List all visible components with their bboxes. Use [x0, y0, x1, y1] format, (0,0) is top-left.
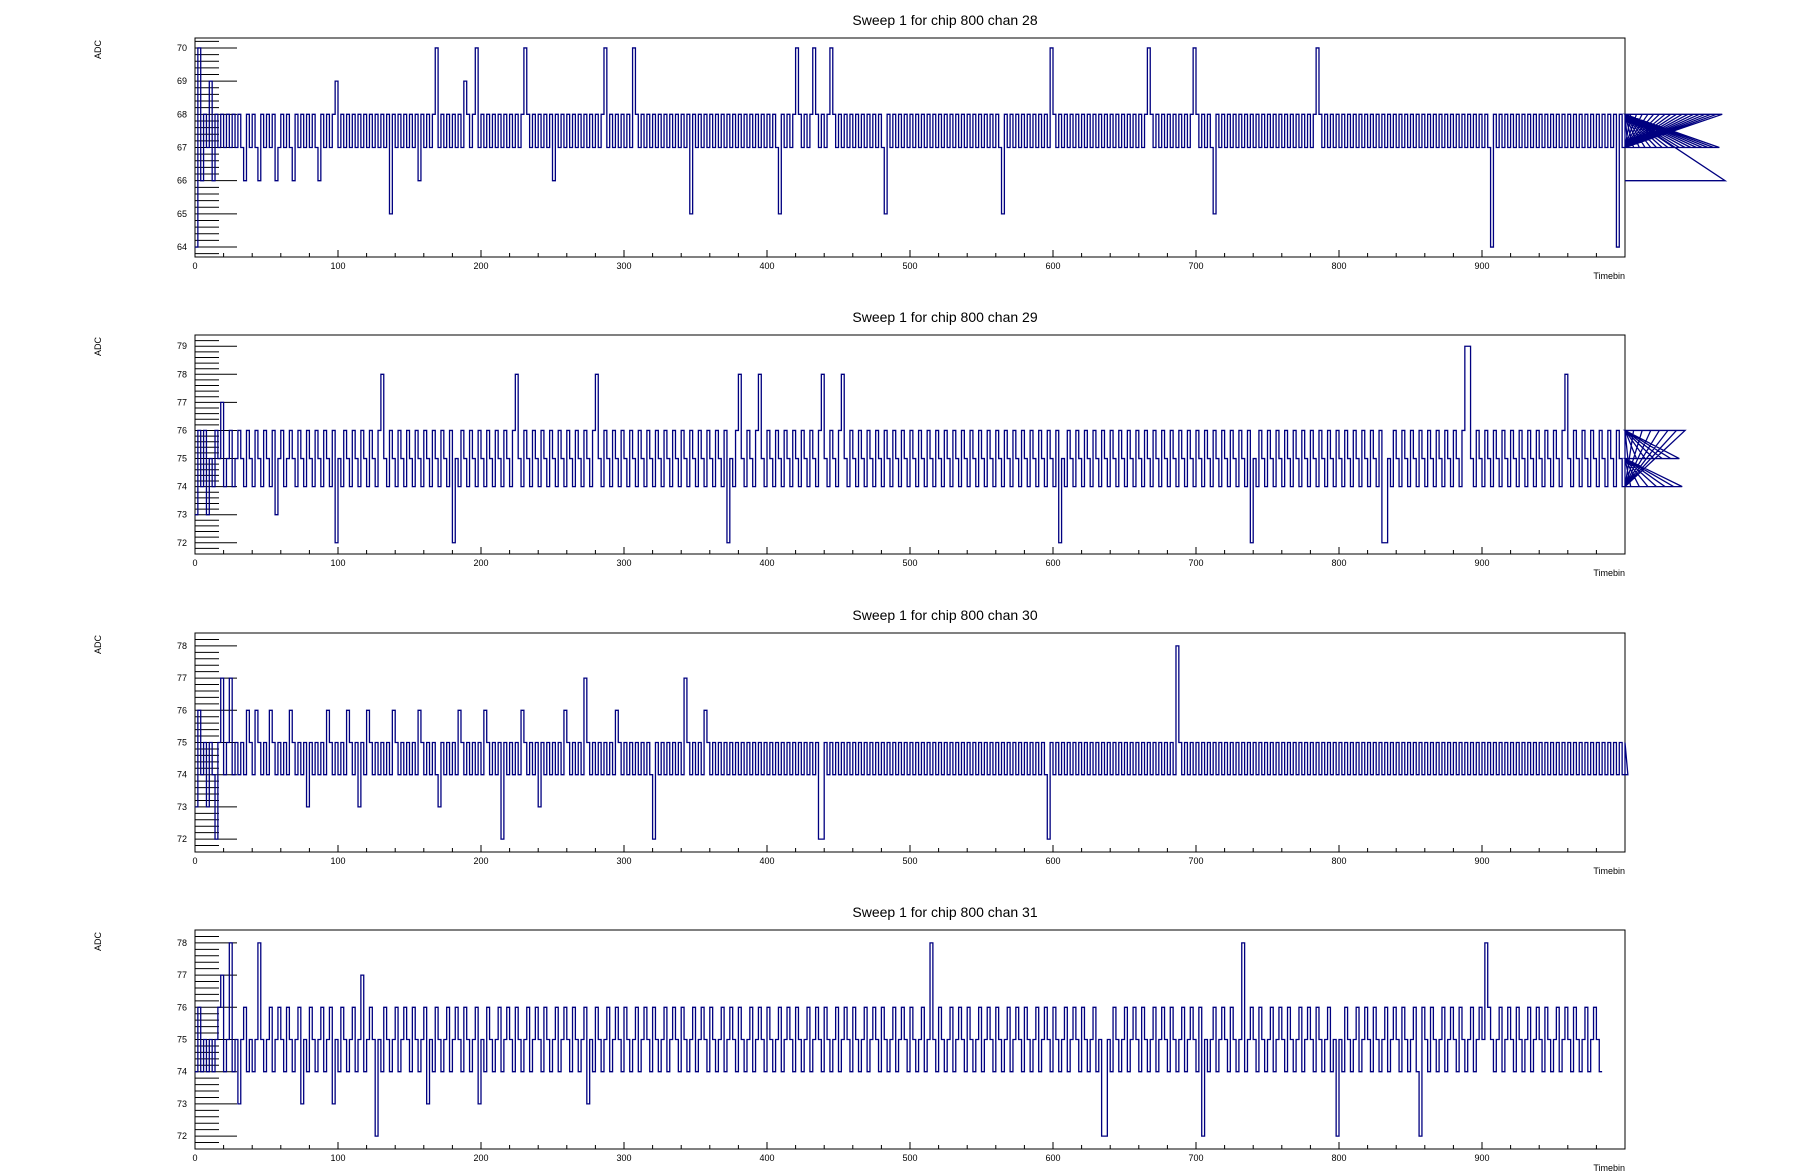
x-tick-label: 900 — [1474, 856, 1489, 866]
x-tick-label: 100 — [330, 261, 345, 271]
x-tick-label: 100 — [330, 1153, 345, 1163]
y-axis-label: ADC — [93, 337, 103, 357]
y-tick-label: 74 — [177, 482, 187, 492]
y-tick-label: 76 — [177, 425, 187, 435]
x-tick-label: 800 — [1331, 558, 1346, 568]
x-tick-label: 200 — [473, 261, 488, 271]
y-tick-label: 75 — [177, 454, 187, 464]
y-tick-label: 69 — [177, 76, 187, 86]
y-tick-label: 79 — [177, 341, 187, 351]
y-tick-label: 73 — [177, 510, 187, 520]
y-tick-label: 74 — [177, 770, 187, 780]
y-tick-label: 74 — [177, 1067, 187, 1077]
x-axis-label: Timebin — [1593, 568, 1625, 578]
chart-panel-3: Sweep 1 for chip 800 chan 30 ADC Timebin 72… — [93, 607, 1629, 876]
y-tick-label: 72 — [177, 834, 187, 844]
x-tick-label: 800 — [1331, 261, 1346, 271]
chart-panel-1: Sweep 1 for chip 800 chan 28 ADC Timebin 64… — [93, 12, 1728, 281]
x-tick-label: 600 — [1045, 1153, 1060, 1163]
y-tick-label: 78 — [177, 369, 187, 379]
x-tick-label: 400 — [759, 1153, 774, 1163]
y-tick-label: 77 — [177, 397, 187, 407]
y-tick-label: 77 — [177, 673, 187, 683]
x-tick-label: 700 — [1188, 558, 1203, 568]
series-line — [195, 942, 1603, 1137]
y-tick-label: 75 — [177, 1035, 187, 1045]
x-tick-label: 900 — [1474, 261, 1489, 271]
y-tick-label: 68 — [177, 109, 187, 119]
x-tick-label: 300 — [616, 856, 631, 866]
y-tick-label: 66 — [177, 176, 187, 186]
y-tick-label: 64 — [177, 242, 187, 252]
x-tick-label: 700 — [1188, 1153, 1203, 1163]
x-tick-label: 300 — [616, 558, 631, 568]
x-tick-label: 0 — [192, 558, 197, 568]
x-tick-label: 300 — [616, 1153, 631, 1163]
chart-title: Sweep 1 for chip 800 chan 31 — [852, 904, 1037, 920]
y-tick-label: 72 — [177, 1131, 187, 1141]
chart-title: Sweep 1 for chip 800 chan 29 — [852, 309, 1037, 325]
y-axis-label: ADC — [93, 635, 103, 655]
x-tick-label: 800 — [1331, 1153, 1346, 1163]
y-axis-label: ADC — [93, 40, 103, 60]
x-tick-label: 300 — [616, 261, 631, 271]
x-tick-label: 500 — [902, 261, 917, 271]
y-tick-label: 76 — [177, 705, 187, 715]
x-tick-label: 0 — [192, 856, 197, 866]
x-tick-label: 500 — [902, 1153, 917, 1163]
x-tick-label: 600 — [1045, 558, 1060, 568]
x-tick-label: 400 — [759, 856, 774, 866]
x-tick-label: 500 — [902, 558, 917, 568]
chart-title: Sweep 1 for chip 800 chan 30 — [852, 607, 1037, 623]
x-tick-label: 700 — [1188, 856, 1203, 866]
y-tick-label: 77 — [177, 970, 187, 980]
x-tick-label: 0 — [192, 1153, 197, 1163]
y-tick-label: 72 — [177, 538, 187, 548]
x-tick-label: 200 — [473, 558, 488, 568]
x-tick-label: 100 — [330, 856, 345, 866]
x-axis-label: Timebin — [1593, 271, 1625, 281]
x-tick-label: 900 — [1474, 558, 1489, 568]
y-tick-label: 70 — [177, 43, 187, 53]
x-tick-label: 100 — [330, 558, 345, 568]
chart-panel-2: Sweep 1 for chip 800 chan 29 ADC Timebin 72… — [93, 309, 1687, 578]
series-line — [195, 345, 1687, 544]
x-tick-label: 600 — [1045, 261, 1060, 271]
x-tick-label: 600 — [1045, 856, 1060, 866]
x-tick-label: 200 — [473, 856, 488, 866]
x-axis-label: Timebin — [1593, 1163, 1625, 1172]
chart-panel-4: Sweep 1 for chip 800 chan 31 ADC Timebin 72… — [93, 904, 1626, 1172]
series-line — [195, 47, 1728, 248]
y-tick-label: 65 — [177, 209, 187, 219]
x-axis-label: Timebin — [1593, 866, 1625, 876]
y-tick-label: 73 — [177, 1099, 187, 1109]
y-axis-label: ADC — [93, 932, 103, 952]
x-tick-label: 700 — [1188, 261, 1203, 271]
y-tick-label: 76 — [177, 1002, 187, 1012]
y-tick-label: 78 — [177, 641, 187, 651]
y-tick-label: 67 — [177, 143, 187, 153]
y-tick-label: 73 — [177, 802, 187, 812]
x-tick-label: 400 — [759, 558, 774, 568]
series-line — [195, 645, 1629, 840]
x-tick-label: 0 — [192, 261, 197, 271]
x-tick-label: 500 — [902, 856, 917, 866]
y-tick-label: 78 — [177, 938, 187, 948]
chart-title: Sweep 1 for chip 800 chan 28 — [852, 12, 1037, 28]
x-tick-label: 800 — [1331, 856, 1346, 866]
y-tick-label: 75 — [177, 738, 187, 748]
x-tick-label: 900 — [1474, 1153, 1489, 1163]
x-tick-label: 400 — [759, 261, 774, 271]
x-tick-label: 200 — [473, 1153, 488, 1163]
